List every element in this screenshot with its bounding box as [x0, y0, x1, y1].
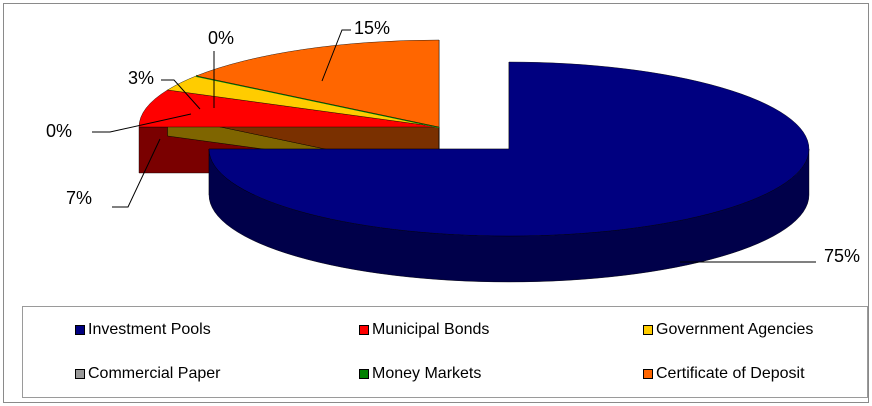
legend-item-money-markets: Money Markets: [359, 365, 481, 383]
legend-swatch: [359, 325, 369, 335]
leader-line-municipal-bonds: [112, 138, 161, 208]
data-labels: 75% 7% 3% 0% 0% 15%: [46, 18, 860, 266]
legend-label: Government Agencies: [656, 321, 814, 338]
data-label-certificate-of-deposit: 15%: [354, 18, 390, 38]
legend-label: Certificate of Deposit: [656, 365, 805, 382]
legend-label: Municipal Bonds: [372, 321, 490, 338]
legend: Investment Pools Municipal Bonds Governm…: [22, 306, 868, 398]
data-label-investment-pools: 75%: [824, 246, 860, 266]
pie-chart: 75% 7% 3% 0% 0% 15%: [46, 18, 860, 283]
legend-label: Commercial Paper: [88, 365, 221, 382]
legend-label: Money Markets: [372, 365, 482, 382]
legend-label: Investment Pools: [88, 321, 211, 338]
leader-line-commercial-paper: [92, 113, 192, 133]
data-label-money-markets: 0%: [208, 28, 234, 48]
slice-investment-pools: [208, 61, 810, 237]
legend-item-government-agencies: Government Agencies: [643, 321, 813, 339]
leader-line-government-agencies: [161, 79, 201, 110]
legend-swatch: [643, 369, 653, 379]
legend-swatch: [75, 369, 85, 379]
legend-swatch: [75, 325, 85, 335]
legend-item-municipal-bonds: Municipal Bonds: [359, 321, 489, 339]
legend-swatch: [643, 325, 653, 335]
legend-swatch: [359, 369, 369, 379]
legend-item-commercial-paper: Commercial Paper: [75, 365, 220, 383]
data-label-commercial-paper: 0%: [46, 121, 72, 141]
legend-item-certificate-of-deposit: Certificate of Deposit: [643, 365, 805, 383]
legend-item-investment-pools: Investment Pools: [75, 321, 211, 339]
data-label-government-agencies: 3%: [128, 68, 154, 88]
leader-line-certificate-of-deposit: [321, 29, 351, 82]
chart-frame: 75% 7% 3% 0% 0% 15% Investment Pools Municipa…: [3, 3, 869, 403]
data-label-municipal-bonds: 7%: [66, 188, 92, 208]
